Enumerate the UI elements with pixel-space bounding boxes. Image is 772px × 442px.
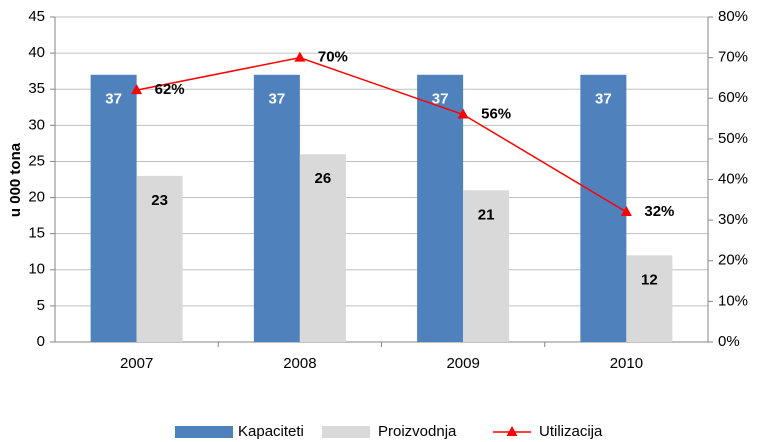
bar-value-label: 26 (315, 170, 332, 187)
legend-swatch (322, 426, 370, 438)
y2-tick-label: 80% (718, 8, 748, 25)
x-tick-label: 2008 (283, 355, 316, 372)
y-tick-label: 40 (28, 44, 45, 61)
y-tick-label: 35 (28, 80, 45, 97)
x-tick-label: 2007 (120, 355, 153, 372)
legend-label: Utilizacija (539, 423, 603, 440)
line-marker (620, 206, 632, 216)
bar-value-label: 37 (269, 91, 286, 108)
y-tick-label: 45 (28, 8, 45, 25)
bar-value-label: 21 (478, 206, 495, 223)
bar (299, 154, 346, 342)
y-axis-label: u 000 tona (7, 142, 24, 217)
y2-tick-label: 60% (718, 89, 748, 106)
y-tick-label: 15 (28, 225, 45, 242)
bar-value-label: 37 (432, 91, 449, 108)
bar-value-label: 37 (595, 91, 612, 108)
y-tick-label: 10 (28, 261, 45, 278)
y-tick-label: 0 (37, 333, 45, 350)
x-tick-label: 2010 (610, 355, 643, 372)
legend-swatch (175, 426, 233, 438)
bar (626, 255, 673, 342)
bar (463, 190, 510, 342)
bar (417, 74, 464, 343)
line-marker (131, 84, 143, 95)
line-value-label: 32% (644, 203, 674, 220)
bar-value-label: 37 (105, 91, 122, 108)
y-tick-label: 5 (37, 297, 45, 314)
y2-tick-label: 70% (718, 49, 748, 66)
y-tick-label: 20 (28, 189, 45, 206)
y2-tick-label: 40% (718, 170, 748, 187)
line-value-label: 70% (318, 49, 348, 66)
bar (580, 74, 627, 343)
legend-label: Kapaciteti (238, 423, 304, 440)
legend-swatch (506, 426, 518, 436)
y2-tick-label: 10% (718, 292, 748, 309)
y-tick-label: 30 (28, 116, 45, 133)
line (136, 56, 627, 213)
y2-tick-label: 30% (718, 211, 748, 228)
y2-tick-label: 20% (718, 252, 748, 269)
bar (136, 175, 183, 342)
legend-label: Proizvodnja (378, 423, 457, 440)
y-tick-label: 25 (28, 152, 45, 169)
y2-tick-label: 50% (718, 130, 748, 147)
line-marker (294, 51, 306, 62)
bar-value-label: 23 (151, 192, 168, 209)
x-tick-label: 2009 (446, 355, 479, 372)
bar (253, 74, 300, 343)
y2-tick-label: 0% (718, 333, 740, 350)
line-value-label: 56% (481, 105, 511, 122)
bar-value-label: 12 (641, 271, 658, 288)
line-marker (457, 108, 469, 119)
bar (90, 74, 137, 343)
line-value-label: 62% (155, 81, 185, 98)
